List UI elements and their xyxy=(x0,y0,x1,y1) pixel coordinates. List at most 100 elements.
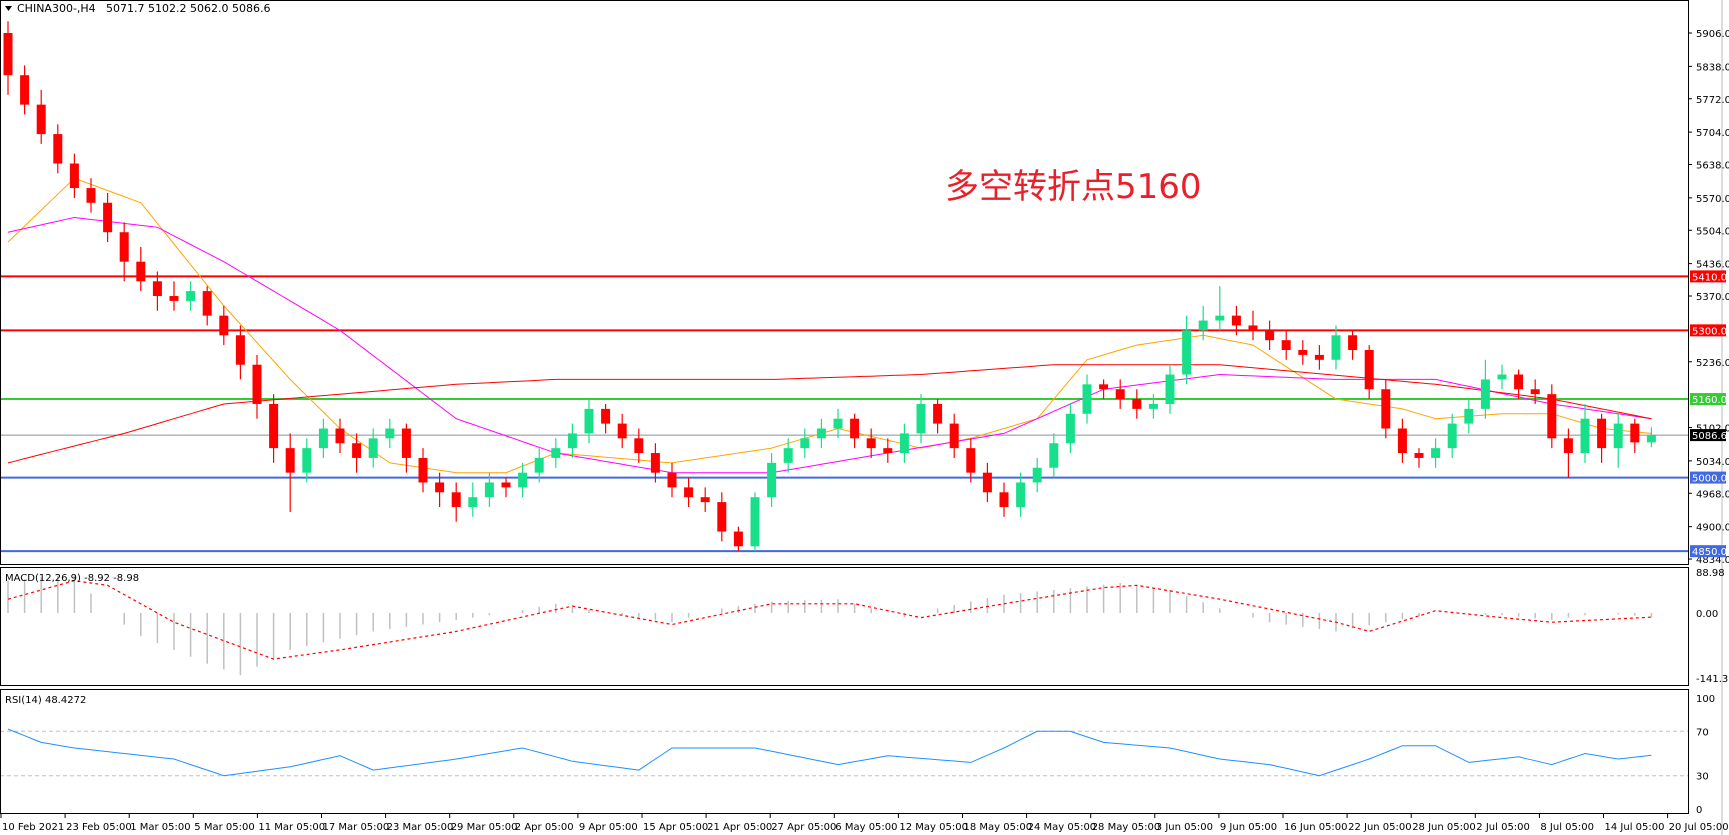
candle-body xyxy=(1464,408,1474,424)
price-tick-label: 4834.0 xyxy=(1696,555,1729,566)
candle xyxy=(1580,403,1590,463)
candle-body xyxy=(53,134,63,164)
candle xyxy=(1148,394,1158,419)
candle xyxy=(1215,286,1225,331)
candle xyxy=(617,413,627,449)
price-tick-label: 5638.0 xyxy=(1696,161,1729,172)
candle xyxy=(1016,472,1026,517)
candle xyxy=(518,462,528,498)
candle-body xyxy=(1381,389,1391,429)
candle xyxy=(1613,413,1623,468)
candle-body xyxy=(1530,389,1540,395)
candle-body xyxy=(169,296,179,301)
candle-body xyxy=(1248,325,1258,331)
candle xyxy=(1032,457,1042,493)
price-tick-label: 5436.0 xyxy=(1696,260,1729,271)
candle-body xyxy=(1514,374,1524,390)
candle-body xyxy=(733,531,743,547)
candle-body xyxy=(1065,413,1075,444)
level-price-tag xyxy=(1690,429,1726,442)
price-panel[interactable] xyxy=(0,21,1688,553)
candle-body xyxy=(551,448,561,458)
candle xyxy=(634,428,644,463)
candle xyxy=(501,477,511,498)
candle xyxy=(1630,418,1640,454)
candle-body xyxy=(318,428,328,449)
candle-body xyxy=(1099,384,1109,390)
candle-body xyxy=(368,438,378,458)
time-tick-label: 17 Mar 05:00 xyxy=(323,822,390,833)
time-tick-label: 6 May 05:00 xyxy=(835,822,897,833)
candle xyxy=(1480,359,1490,419)
candle xyxy=(352,433,362,473)
candle xyxy=(916,394,926,444)
candle-body xyxy=(816,428,826,439)
rsi-tick-label: 30 xyxy=(1696,772,1709,783)
candle-body xyxy=(1049,443,1059,468)
rsi-tick-label: 0 xyxy=(1696,805,1702,816)
candle-body xyxy=(601,408,611,424)
candle-body xyxy=(767,462,777,498)
collapse-triangle-icon[interactable] xyxy=(5,6,12,11)
candle-body xyxy=(534,457,544,473)
time-tick-label: 16 Jun 05:00 xyxy=(1284,822,1348,833)
candle xyxy=(933,399,943,434)
candle-body xyxy=(435,482,445,493)
candle-body xyxy=(86,188,96,203)
candle-body xyxy=(1563,438,1573,454)
candle xyxy=(136,246,146,292)
symbol-label: CHINA300-,H4 xyxy=(17,2,96,15)
candle xyxy=(1547,384,1557,449)
candle-body xyxy=(899,433,909,454)
candle xyxy=(1314,345,1324,370)
price-frame xyxy=(0,0,1689,565)
ohlc-readout: 5071.7 5102.2 5062.0 5086.6 xyxy=(106,2,270,15)
candle-body xyxy=(103,202,113,233)
candle xyxy=(152,271,162,311)
time-tick-label: 22 Jun 05:00 xyxy=(1348,822,1412,833)
rsi-line xyxy=(7,728,1652,777)
candle xyxy=(733,526,743,552)
chart-header: CHINA300-,H4 5071.7 5102.2 5062.0 5086.6 xyxy=(5,2,270,15)
candle xyxy=(385,418,395,449)
level-price-label: 5410.0 xyxy=(1692,272,1727,283)
candle-body xyxy=(1630,423,1640,443)
candle xyxy=(451,482,461,522)
candle-body xyxy=(684,487,694,498)
price-tick-label: 4900.0 xyxy=(1696,523,1729,534)
candle-body xyxy=(783,448,793,463)
candle-body xyxy=(1597,418,1607,449)
candle-body xyxy=(352,443,362,458)
candle xyxy=(1182,315,1192,385)
candle-body xyxy=(1447,423,1457,449)
candle-body xyxy=(186,291,196,301)
candle-body xyxy=(269,403,279,449)
candle xyxy=(3,21,13,95)
candle xyxy=(302,438,312,483)
rsi-tick-label: 100 xyxy=(1696,694,1715,705)
rsi-panel[interactable]: RSI(14) 48.4272 xyxy=(0,695,1688,777)
time-tick-label: 21 Apr 05:00 xyxy=(707,822,772,833)
candle-body xyxy=(617,423,627,439)
candle-body xyxy=(883,448,893,454)
price-tick-label: 5236.0 xyxy=(1696,358,1729,369)
candle xyxy=(1165,364,1175,414)
candle-body xyxy=(1431,448,1441,458)
candle xyxy=(1248,310,1258,341)
candle xyxy=(69,153,79,198)
candle xyxy=(202,286,212,326)
candle xyxy=(966,438,976,483)
candle xyxy=(219,305,229,346)
candle xyxy=(1646,427,1656,448)
candle-body xyxy=(1182,330,1192,375)
candle xyxy=(1431,438,1441,468)
candle xyxy=(1065,403,1075,454)
candle xyxy=(186,281,196,311)
candle-body xyxy=(933,403,943,424)
candle-body xyxy=(1397,428,1407,454)
candle-body xyxy=(1215,315,1225,321)
macd-panel[interactable]: MACD(12,26,9) -8.92 -8.98 xyxy=(5,573,1653,676)
time-tick-label: 28 Jun 05:00 xyxy=(1412,822,1476,833)
